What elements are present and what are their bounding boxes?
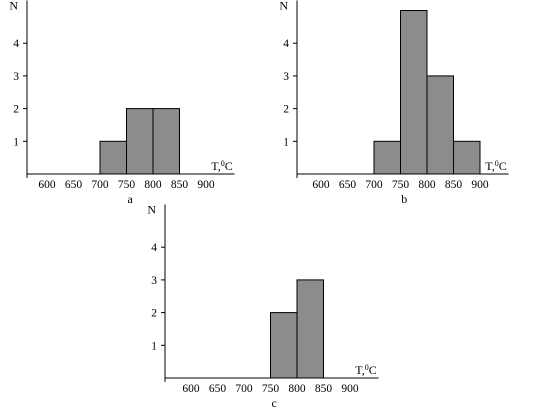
y-tick-label: 4 xyxy=(151,242,157,254)
x-tick-label: 750 xyxy=(118,179,136,191)
x-tick-label: 600 xyxy=(182,383,200,395)
y-axis-label: N xyxy=(279,0,288,13)
y-tick-label: 2 xyxy=(13,104,19,116)
y-axis-label: N xyxy=(147,203,156,217)
x-tick-label: 750 xyxy=(392,179,410,191)
histogram-bar xyxy=(400,10,428,175)
y-tick-label: 3 xyxy=(283,71,289,83)
panel-caption: b xyxy=(401,192,407,206)
histogram-panel-c: 1 2 3 4 600 650 700 750 800 850 900 N T,0C c xyxy=(147,203,379,407)
x-tick-label: 600 xyxy=(38,179,56,191)
histogram-bar xyxy=(152,108,180,175)
x-axis-label: T,0C xyxy=(211,159,232,173)
x-tick-label: 850 xyxy=(445,179,463,191)
histogram-bar xyxy=(373,140,401,175)
x-tick-label: 800 xyxy=(144,179,162,191)
y-tick-label: 3 xyxy=(151,275,157,287)
x-tick-label: 700 xyxy=(235,383,253,395)
panel-caption: a xyxy=(128,192,134,206)
x-axis-label: T,0C xyxy=(485,159,506,173)
histogram-bar xyxy=(126,108,154,175)
y-tick-label: 3 xyxy=(13,71,19,83)
histogram-panel-b: 1 2 3 4 600 650 700 750 800 850 900 N T,0C b xyxy=(279,0,509,206)
y-tick-label: 4 xyxy=(13,38,19,50)
x-tick-label: 900 xyxy=(197,179,215,191)
histogram-bar xyxy=(99,140,127,175)
histogram-bar xyxy=(453,140,481,175)
panel-caption: c xyxy=(272,396,277,407)
x-tick-label: 850 xyxy=(171,179,189,191)
x-tick-label: 700 xyxy=(91,179,109,191)
x-tick-label: 750 xyxy=(262,383,280,395)
y-tick-label: 2 xyxy=(283,104,289,116)
histogram-bar xyxy=(296,279,324,379)
y-tick-label: 1 xyxy=(283,136,289,148)
histogram-bar xyxy=(270,312,298,379)
y-tick-label: 2 xyxy=(151,308,157,320)
x-tick-label: 800 xyxy=(418,179,436,191)
x-tick-label: 650 xyxy=(209,383,227,395)
x-tick-label: 700 xyxy=(365,179,383,191)
x-tick-label: 850 xyxy=(315,383,333,395)
histogram-bar xyxy=(426,75,454,175)
histogram-panel-a: 1 2 3 4 600 650 700 750 800 850 900 N T,0C a xyxy=(9,0,235,206)
y-tick-label: 1 xyxy=(13,136,19,148)
y-tick-label: 1 xyxy=(151,340,157,352)
x-tick-label: 900 xyxy=(471,179,489,191)
histogram-panels: 1 2 3 4 600 650 700 750 800 850 900 N T,0C a 1 2 3 4 600 65… xyxy=(9,0,509,407)
x-tick-label: 650 xyxy=(339,179,357,191)
x-axis-label: T,0C xyxy=(355,363,376,377)
x-tick-label: 650 xyxy=(65,179,83,191)
x-tick-label: 800 xyxy=(288,383,306,395)
y-axis-label: N xyxy=(9,0,18,13)
x-tick-label: 600 xyxy=(312,179,330,191)
y-tick-label: 4 xyxy=(283,38,289,50)
x-tick-label: 900 xyxy=(341,383,359,395)
